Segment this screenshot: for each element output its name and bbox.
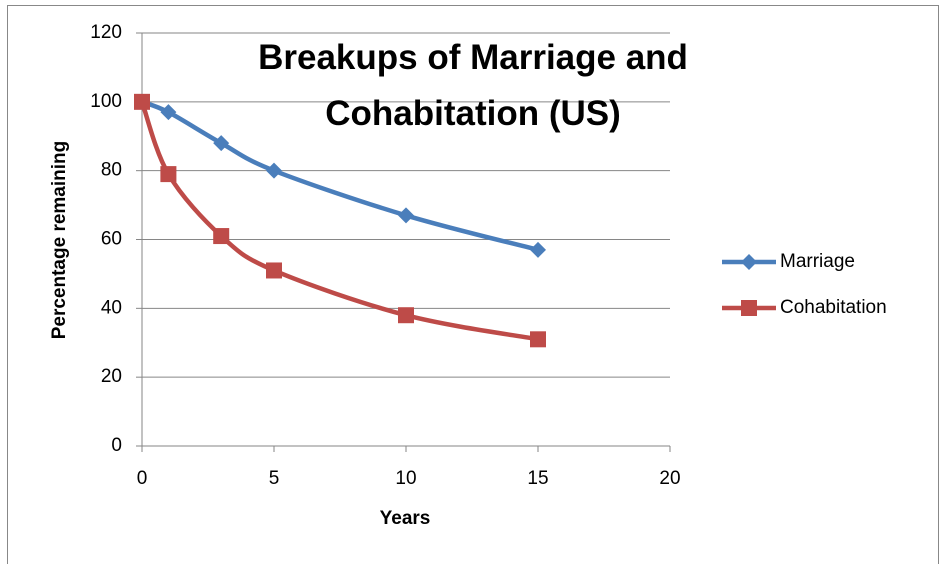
legend-label: Marriage bbox=[780, 251, 855, 272]
marker bbox=[266, 262, 282, 279]
marker bbox=[160, 104, 177, 121]
marker bbox=[266, 162, 282, 179]
x-tick-label: 10 bbox=[395, 468, 416, 489]
marker bbox=[398, 207, 414, 224]
marker bbox=[530, 331, 546, 348]
marker bbox=[398, 307, 414, 324]
chart-title: Breakups of Marriage and Cohabitation (U… bbox=[258, 38, 688, 133]
marker bbox=[134, 93, 150, 110]
y-tick-label: 0 bbox=[111, 435, 122, 456]
y-tick-label: 80 bbox=[101, 160, 122, 181]
x-tick-label: 5 bbox=[269, 468, 280, 489]
y-tick-label: 20 bbox=[101, 366, 122, 387]
x-axis-label: Years bbox=[380, 508, 431, 529]
legend-marker bbox=[741, 300, 757, 316]
y-tick-label: 60 bbox=[101, 229, 122, 250]
legend-marker bbox=[741, 254, 757, 270]
x-tick-label: 20 bbox=[659, 468, 680, 489]
x-tick-label: 15 bbox=[527, 468, 548, 489]
y-tick-label: 40 bbox=[101, 297, 122, 318]
x-tick-label: 0 bbox=[137, 468, 148, 489]
y-tick-label: 120 bbox=[90, 22, 122, 43]
chart-border bbox=[7, 5, 939, 564]
marker bbox=[530, 241, 546, 258]
y-axis-label: Percentage remaining bbox=[49, 141, 70, 340]
marker bbox=[213, 135, 230, 152]
marker bbox=[160, 166, 177, 183]
legend-label: Cohabitation bbox=[780, 297, 887, 318]
y-tick-label: 100 bbox=[90, 91, 122, 112]
marker bbox=[213, 228, 230, 245]
